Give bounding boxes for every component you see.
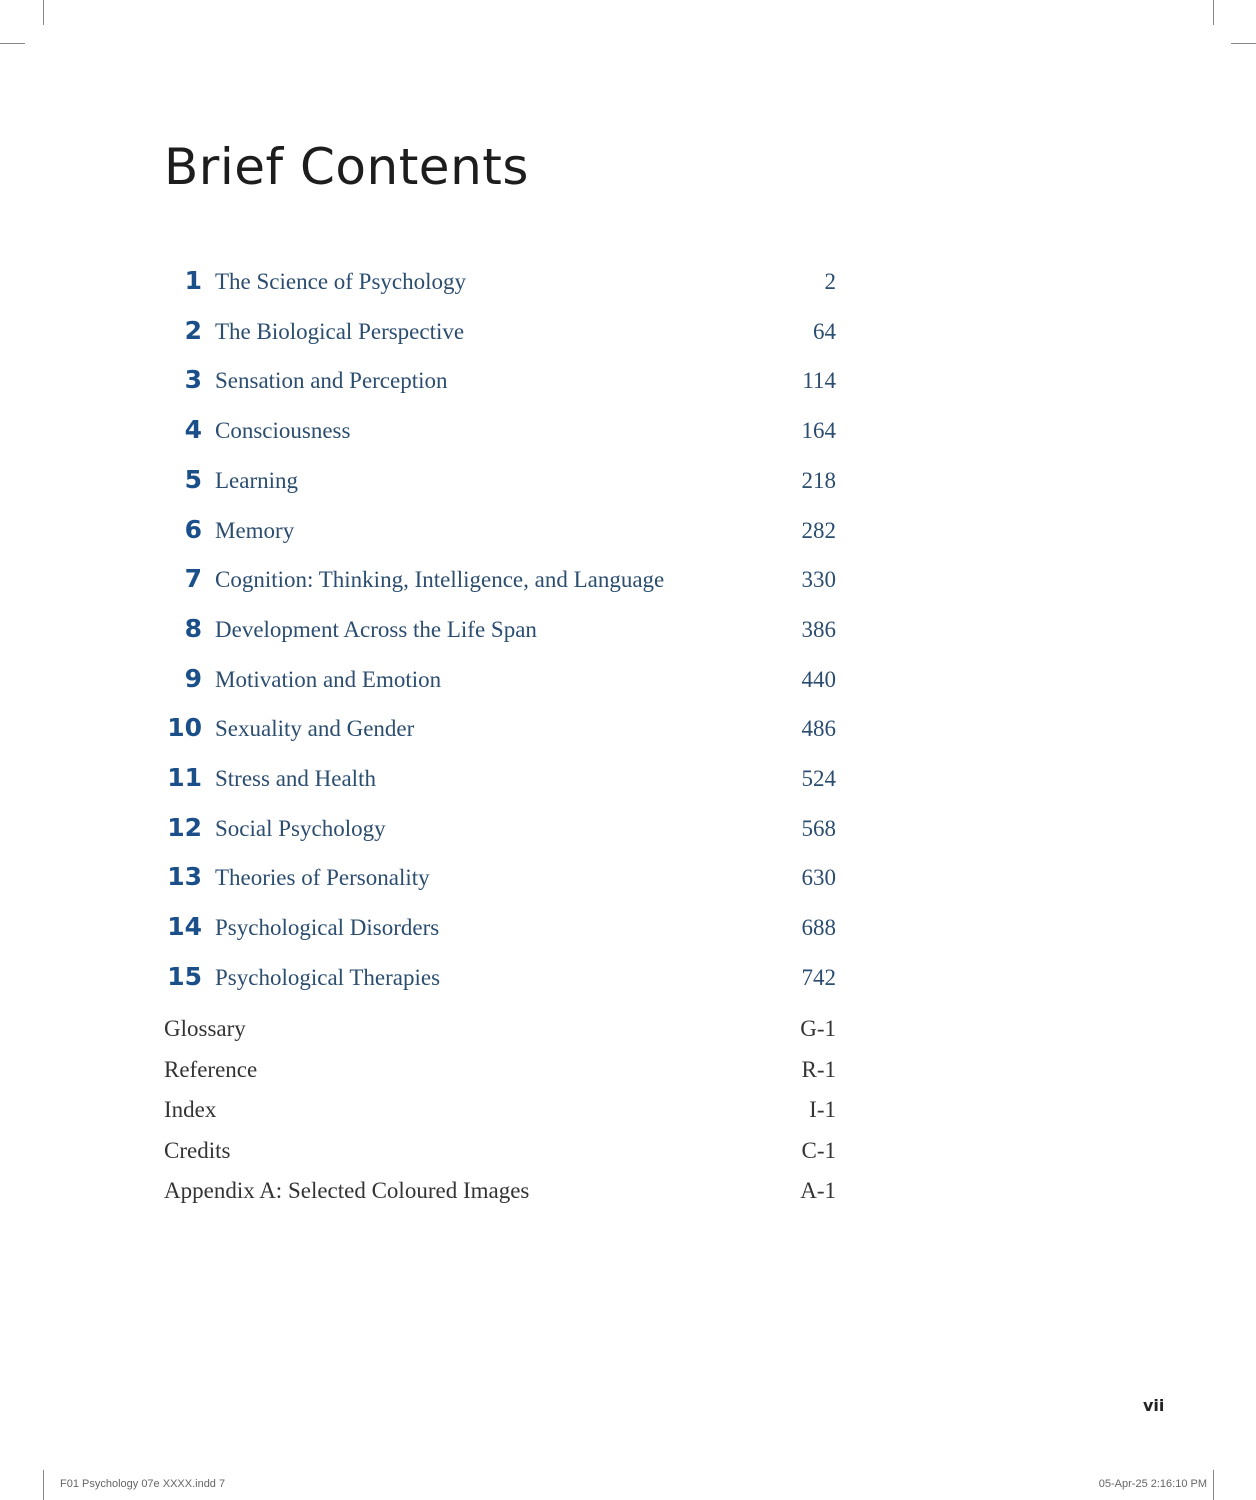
chapter-page: 282 [801, 517, 837, 543]
chapter-page: 486 [801, 716, 837, 742]
toc-chapter-row[interactable]: 15 Psychological Therapies 742 [164, 962, 836, 998]
chapter-title: Sexuality and Gender [215, 716, 415, 742]
back-matter-title: Reference [164, 1056, 258, 1082]
chapter-page: 630 [801, 865, 837, 891]
chapter-title: The Science of Psychology [215, 269, 467, 294]
chapter-number: 13 [167, 862, 202, 892]
chapter-number: 1 [184, 266, 202, 295]
toc-back-matter-row[interactable]: Index I-1 [164, 1094, 836, 1130]
toc-chapter-row[interactable]: 6 Memory 282 [164, 515, 836, 551]
toc-chapter-row[interactable]: 12 Social Psychology 568 [164, 813, 836, 849]
back-matter-title: Index [164, 1097, 217, 1123]
chapter-number: 12 [167, 812, 202, 842]
back-matter-page: R-1 [801, 1056, 837, 1082]
chapter-title: Memory [215, 517, 295, 543]
back-matter-page: I-1 [809, 1097, 836, 1123]
chapter-title: Learning [215, 467, 299, 493]
chapter-number: 9 [184, 663, 202, 693]
toc-chapter-row[interactable]: 5 Learning 218 [164, 465, 836, 501]
chapter-title: Psychological Therapies [215, 964, 441, 990]
chapter-page: 218 [801, 467, 837, 493]
chapter-title: Stress and Health [215, 766, 376, 791]
chapter-number: 10 [167, 713, 202, 743]
chapter-page: 688 [801, 915, 837, 941]
chapter-page: 114 [802, 368, 836, 394]
toc-back-matter-row[interactable]: Credits C-1 [164, 1135, 836, 1171]
toc-chapter-row[interactable]: 7 Cognition: Thinking, Intelligence, and … [164, 564, 836, 600]
toc-chapter-row[interactable]: 1 The Science of Psychology 2 [164, 266, 836, 302]
chapter-page: 330 [801, 567, 837, 593]
slug-timestamp: 05-Apr-25 2:16:10 PM [1098, 1478, 1207, 1490]
chapter-title: Motivation and Emotion [215, 666, 442, 692]
chapter-title: Psychological Disorders [215, 915, 440, 941]
back-matter-page: G-1 [800, 1016, 836, 1041]
toc-chapter-row[interactable]: 14 Psychological Disorders 688 [164, 912, 836, 948]
slug-file: F01 Psychology 07e XXXX.indd 7 [60, 1478, 226, 1490]
chapter-number: 6 [184, 514, 202, 544]
chapter-number: 5 [184, 464, 202, 494]
chapter-number: 8 [184, 613, 202, 643]
toc-chapter-row[interactable]: 3 Sensation and Perception 114 [164, 365, 836, 401]
crop-mark [43, 0, 44, 25]
chapter-number: 11 [167, 763, 202, 792]
back-matter-title: Glossary [164, 1016, 246, 1041]
toc-back-matter-row[interactable]: Reference R-1 [164, 1054, 836, 1090]
toc-back-matter-row[interactable]: Glossary G-1 [164, 1013, 836, 1049]
crop-mark [43, 1470, 44, 1500]
chapter-title: Development Across the Life Span [215, 616, 537, 642]
chapter-number: 3 [184, 365, 202, 395]
toc-chapter-row[interactable]: 4 Consciousness 164 [164, 415, 836, 451]
back-matter-title: Credits [164, 1137, 231, 1163]
toc-chapter-row[interactable]: 11 Stress and Health 524 [164, 763, 836, 799]
chapter-number: 14 [167, 912, 202, 942]
chapter-title: Cognition: Thinking, Intelligence, and L… [215, 567, 665, 593]
chapter-page: 164 [801, 418, 837, 444]
chapter-page: 524 [801, 766, 837, 791]
chapter-title: Social Psychology [215, 815, 386, 841]
back-matter-page: C-1 [801, 1137, 837, 1163]
crop-mark [0, 43, 25, 44]
chapter-number: 2 [184, 315, 202, 345]
chapter-page: 2 [824, 269, 837, 294]
chapter-title: The Biological Perspective [215, 318, 465, 344]
toc-chapter-row[interactable]: 9 Motivation and Emotion 440 [164, 664, 836, 700]
page-title: Brief Contents [164, 138, 529, 196]
chapter-page: 386 [801, 616, 837, 642]
back-matter-page: A-1 [800, 1178, 836, 1204]
toc-chapter-row[interactable]: 8 Development Across the Life Span 386 [164, 614, 836, 650]
back-matter-title: Appendix A: Selected Coloured Images [164, 1178, 530, 1204]
toc-chapter-row[interactable]: 10 Sexuality and Gender 486 [164, 713, 836, 749]
chapter-number: 4 [184, 415, 202, 445]
chapter-title: Theories of Personality [215, 865, 430, 891]
crop-mark [1213, 1470, 1214, 1500]
chapter-page: 64 [813, 318, 836, 344]
crop-mark [1213, 0, 1214, 25]
chapter-title: Consciousness [215, 418, 351, 444]
chapter-number: 7 [184, 564, 202, 594]
chapter-page: 568 [801, 815, 837, 841]
chapter-number: 15 [167, 961, 202, 991]
chapter-page: 440 [801, 666, 837, 692]
toc-chapter-row[interactable]: 13 Theories of Personality 630 [164, 862, 836, 898]
chapter-title: Sensation and Perception [215, 368, 448, 394]
toc-chapter-row[interactable]: 2 The Biological Perspective 64 [164, 316, 836, 352]
page-folio: vii [1143, 1396, 1165, 1415]
chapter-page: 742 [801, 964, 837, 990]
toc-back-matter-row[interactable]: Appendix A: Selected Coloured Images A-1 [164, 1175, 836, 1211]
crop-mark [1231, 43, 1256, 44]
